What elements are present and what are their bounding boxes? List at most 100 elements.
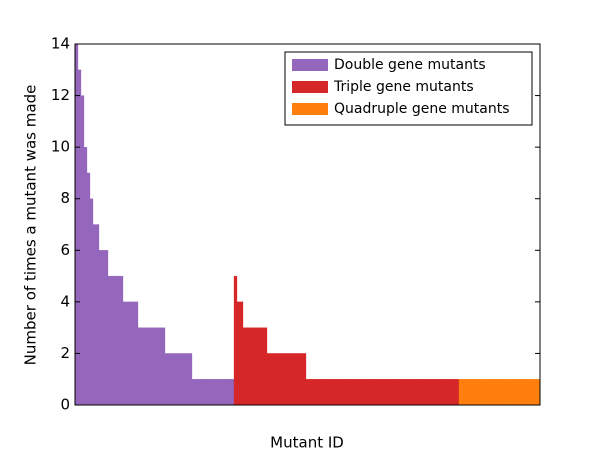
bar bbox=[173, 353, 178, 406]
bar bbox=[146, 327, 151, 406]
bar bbox=[161, 327, 166, 406]
bar bbox=[452, 379, 457, 406]
bar bbox=[440, 379, 445, 406]
bar bbox=[308, 379, 313, 406]
bar bbox=[164, 353, 169, 406]
legend-label: Quadruple gene mutants bbox=[334, 101, 510, 117]
bar bbox=[293, 353, 298, 406]
bar bbox=[344, 379, 349, 406]
bar bbox=[512, 379, 517, 406]
bar bbox=[113, 275, 118, 406]
bar bbox=[200, 379, 205, 406]
bar bbox=[152, 327, 157, 406]
y-tick-label: 6 bbox=[60, 241, 70, 259]
bar bbox=[341, 379, 346, 406]
bar bbox=[92, 224, 97, 406]
bar bbox=[443, 379, 448, 406]
bar bbox=[107, 275, 112, 406]
bar bbox=[245, 327, 250, 406]
bar bbox=[83, 146, 88, 406]
bar bbox=[128, 301, 133, 406]
bar bbox=[110, 275, 115, 406]
bar bbox=[410, 379, 415, 406]
bar bbox=[425, 379, 430, 406]
bar bbox=[323, 379, 328, 406]
bar bbox=[86, 172, 91, 406]
bar bbox=[446, 379, 451, 406]
bar bbox=[188, 353, 193, 406]
bar bbox=[320, 379, 325, 406]
bar bbox=[239, 301, 244, 406]
bar bbox=[353, 379, 358, 406]
legend-label: Triple gene mutants bbox=[333, 79, 474, 95]
bar bbox=[476, 379, 481, 406]
bar bbox=[101, 250, 106, 406]
bar bbox=[416, 379, 421, 406]
bar bbox=[257, 327, 262, 406]
bar bbox=[470, 379, 475, 406]
bar bbox=[194, 379, 199, 406]
bar bbox=[266, 353, 271, 406]
bar bbox=[230, 379, 235, 406]
bar bbox=[383, 379, 388, 406]
bar bbox=[260, 327, 265, 406]
bar bbox=[302, 353, 307, 406]
y-tick-label: 14 bbox=[51, 35, 70, 53]
bar bbox=[140, 327, 145, 406]
bar bbox=[311, 379, 316, 406]
bar bbox=[224, 379, 229, 406]
bar bbox=[521, 379, 526, 406]
bar bbox=[524, 379, 529, 406]
bar bbox=[491, 379, 496, 406]
bar bbox=[359, 379, 364, 406]
bar bbox=[380, 379, 385, 406]
bar bbox=[158, 327, 163, 406]
bar bbox=[281, 353, 286, 406]
bar bbox=[296, 353, 301, 406]
bar bbox=[419, 379, 424, 406]
bar bbox=[98, 250, 103, 406]
bar bbox=[77, 69, 82, 406]
bar bbox=[290, 353, 295, 406]
y-tick-label: 4 bbox=[60, 292, 70, 310]
bar bbox=[362, 379, 367, 406]
bar bbox=[461, 379, 466, 406]
bar bbox=[176, 353, 181, 406]
bar bbox=[149, 327, 154, 406]
bar bbox=[203, 379, 208, 406]
bar bbox=[356, 379, 361, 406]
bar bbox=[374, 379, 379, 406]
bar bbox=[206, 379, 211, 406]
bar bbox=[494, 379, 499, 406]
bar bbox=[473, 379, 478, 406]
y-tick-label: 12 bbox=[51, 86, 70, 104]
bar bbox=[434, 379, 439, 406]
bar bbox=[191, 379, 196, 406]
bar bbox=[467, 379, 472, 406]
bar bbox=[518, 379, 523, 406]
bar bbox=[155, 327, 160, 406]
bar bbox=[488, 379, 493, 406]
bar bbox=[104, 250, 109, 406]
bar bbox=[407, 379, 412, 406]
bar bbox=[386, 379, 391, 406]
legend-swatch bbox=[292, 103, 328, 115]
legend-swatch bbox=[292, 59, 328, 71]
bar bbox=[422, 379, 427, 406]
bar bbox=[119, 275, 124, 406]
bar bbox=[368, 379, 373, 406]
bar bbox=[125, 301, 130, 406]
bar bbox=[431, 379, 436, 406]
bar bbox=[272, 353, 277, 406]
bar bbox=[329, 379, 334, 406]
bar bbox=[209, 379, 214, 406]
bar bbox=[395, 379, 400, 406]
bar bbox=[131, 301, 136, 406]
bar bbox=[287, 353, 292, 406]
bar bbox=[185, 353, 190, 406]
bar bbox=[317, 379, 322, 406]
bar bbox=[509, 379, 514, 406]
bar bbox=[212, 379, 217, 406]
bar bbox=[179, 353, 184, 406]
